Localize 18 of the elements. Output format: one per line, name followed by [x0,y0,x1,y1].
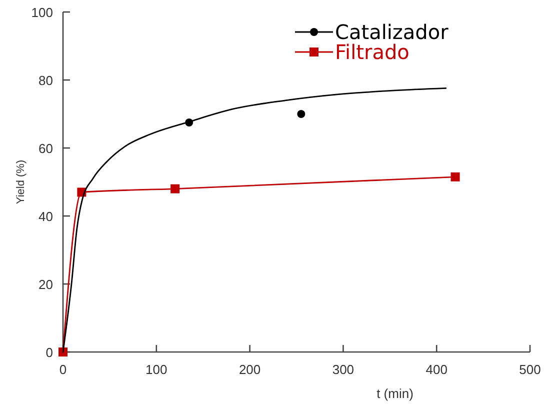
x-tick-label: 300 [332,362,354,377]
x-tick-label: 500 [519,362,541,377]
y-axis-title: Yield (%) [15,160,27,204]
y-tick-label: 40 [38,209,53,224]
y-tick-label: 80 [38,73,53,88]
point [450,172,460,182]
y-tick-label: 100 [31,5,53,20]
y-tick-label: 60 [38,141,53,156]
point [170,184,180,194]
x-tick-label: 400 [426,362,448,377]
y-tick-label: 20 [38,277,53,292]
y-tick-label: 0 [46,345,53,360]
point [58,348,68,356]
x-axis-title: t (min) [376,386,414,401]
point [297,110,306,118]
x-tick-label: 0 [59,362,67,377]
x-tick-label: 200 [238,362,261,377]
x-tick-label: 100 [146,362,168,377]
